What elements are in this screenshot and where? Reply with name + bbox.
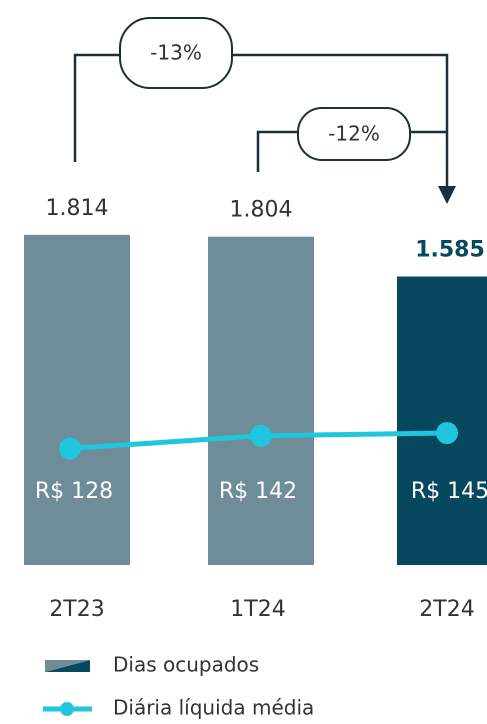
line-point — [436, 422, 458, 445]
x-tick-label: 1T24 — [230, 597, 285, 622]
annotation-pill — [297, 107, 411, 161]
legend-dot — [60, 702, 74, 716]
legend-label: Diária líquida média — [113, 696, 314, 720]
bar-value-label: 1.814 — [46, 196, 109, 221]
annotation-pill — [119, 17, 233, 89]
arrow-head — [438, 186, 456, 204]
bar — [24, 234, 130, 566]
line-value-label: R$ 145 — [411, 479, 487, 504]
annotation: -13% — [150, 41, 202, 65]
bracket-13 — [73, 53, 449, 188]
bar — [208, 236, 314, 565]
line-point — [250, 424, 272, 447]
x-tick-label: 2T24 — [419, 597, 474, 622]
x-tick-label: 2T23 — [49, 597, 104, 622]
line-value-label: R$ 128 — [35, 479, 113, 504]
bar-value-label: 1.585 — [415, 238, 485, 263]
line-point — [59, 437, 81, 460]
bar-value-label: 1.804 — [230, 198, 293, 223]
bar — [397, 276, 487, 565]
annotation: -12% — [328, 122, 380, 146]
legend-label: Dias ocupados — [113, 653, 259, 677]
line-value-label: R$ 142 — [219, 479, 297, 504]
legend-icon — [45, 660, 90, 672]
